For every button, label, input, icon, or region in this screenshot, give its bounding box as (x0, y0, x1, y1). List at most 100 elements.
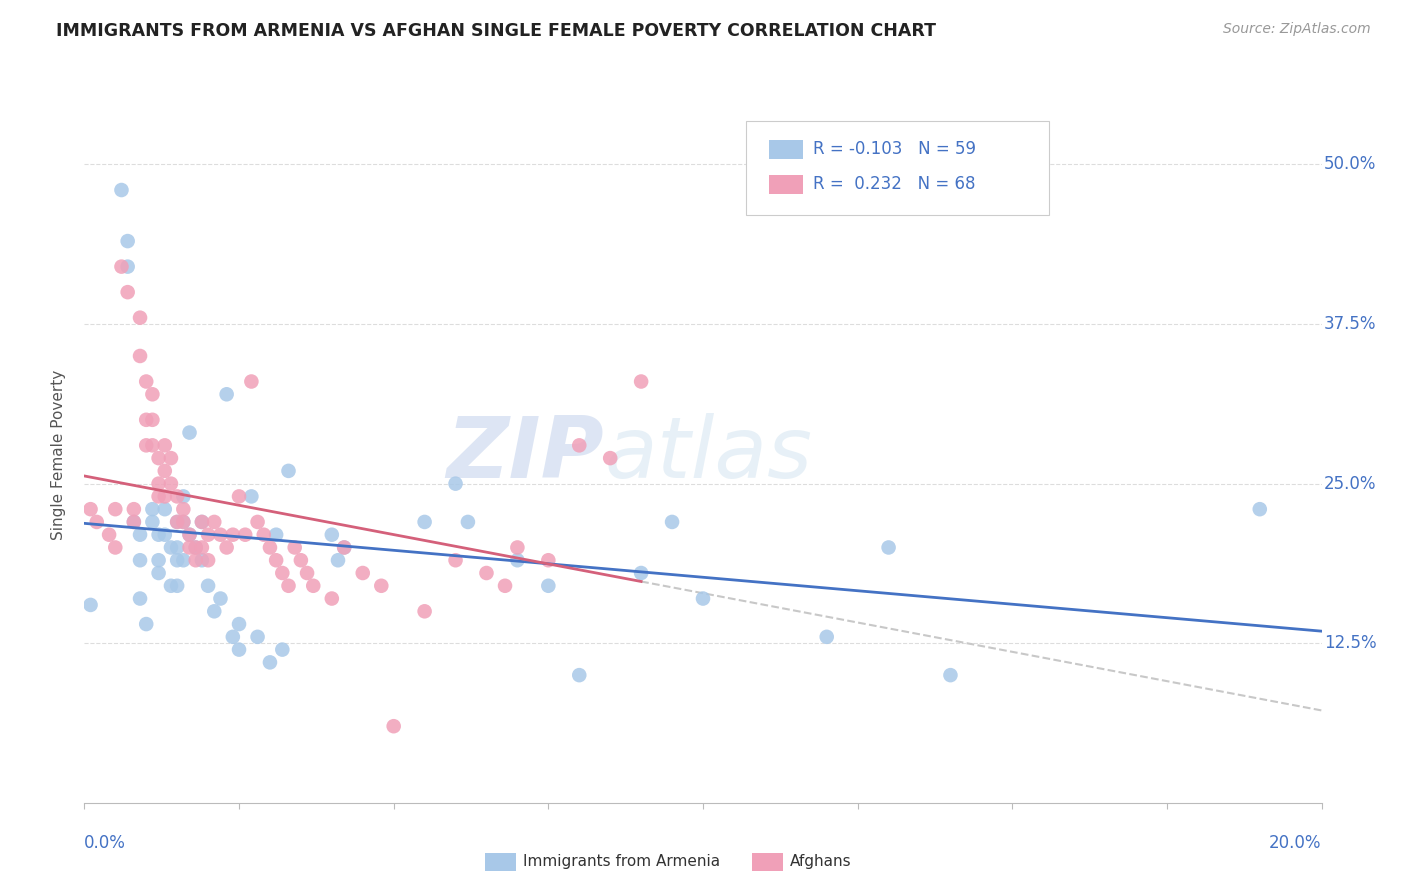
Text: IMMIGRANTS FROM ARMENIA VS AFGHAN SINGLE FEMALE POVERTY CORRELATION CHART: IMMIGRANTS FROM ARMENIA VS AFGHAN SINGLE… (56, 22, 936, 40)
Point (153, 527, 176, 541)
Text: R =  0.232   N = 68: R = 0.232 N = 68 (813, 175, 976, 194)
Point (222, 527, 245, 541)
Point (141, 515, 163, 529)
Point (160, 476, 183, 491)
Text: Immigrants from Armenia: Immigrants from Armenia (523, 855, 720, 869)
Point (382, 719, 405, 733)
Point (215, 541, 238, 555)
Text: ZIP: ZIP (446, 413, 605, 497)
Point (117, 260, 139, 274)
FancyBboxPatch shape (769, 140, 803, 159)
FancyBboxPatch shape (769, 175, 803, 194)
Point (172, 502, 194, 516)
Point (253, 527, 276, 541)
Point (172, 553, 194, 567)
Point (153, 490, 176, 504)
Point (284, 541, 307, 555)
Point (228, 617, 250, 632)
Point (692, 591, 714, 606)
Point (630, 375, 652, 389)
Point (117, 234, 139, 248)
Point (110, 260, 132, 274)
Point (129, 553, 152, 567)
Point (141, 438, 163, 452)
Point (295, 566, 318, 580)
Point (202, 604, 225, 618)
Point (153, 502, 176, 516)
Point (333, 541, 356, 555)
FancyBboxPatch shape (747, 121, 1049, 215)
Point (197, 527, 219, 541)
Point (506, 541, 529, 555)
Point (506, 553, 529, 567)
Point (228, 490, 250, 504)
Point (661, 515, 683, 529)
Point (122, 515, 145, 529)
Point (259, 656, 281, 670)
Point (352, 566, 374, 580)
Point (277, 579, 299, 593)
Point (179, 527, 201, 541)
Point (179, 425, 201, 440)
Text: 0.0%: 0.0% (84, 834, 127, 852)
Point (326, 553, 349, 567)
Point (321, 527, 343, 541)
Point (271, 566, 294, 580)
Point (537, 579, 560, 593)
Point (179, 527, 201, 541)
Point (246, 630, 269, 644)
Point (166, 579, 188, 593)
Point (153, 438, 176, 452)
Point (166, 541, 188, 555)
Point (444, 476, 467, 491)
Point (153, 464, 176, 478)
Point (166, 515, 188, 529)
Text: 20.0%: 20.0% (1270, 834, 1322, 852)
Point (135, 617, 157, 632)
Point (233, 527, 256, 541)
Point (148, 476, 170, 491)
Point (202, 515, 225, 529)
Point (135, 375, 157, 389)
Text: Afghans: Afghans (790, 855, 852, 869)
Point (160, 451, 183, 466)
Point (191, 553, 214, 567)
Text: 25.0%: 25.0% (1324, 475, 1376, 492)
Point (166, 490, 188, 504)
Point (290, 553, 312, 567)
Point (191, 541, 214, 555)
Point (148, 490, 170, 504)
Point (79, 598, 101, 612)
Point (277, 464, 299, 478)
Point (264, 553, 287, 567)
Point (160, 541, 183, 555)
Point (141, 387, 163, 401)
Point (148, 566, 170, 580)
Point (568, 438, 591, 452)
Point (240, 490, 263, 504)
Point (209, 527, 232, 541)
Point (215, 387, 238, 401)
Point (228, 642, 250, 657)
Point (413, 604, 436, 618)
Point (209, 591, 232, 606)
Point (197, 579, 219, 593)
Point (630, 566, 652, 580)
Point (475, 566, 498, 580)
Point (172, 515, 194, 529)
Point (444, 553, 467, 567)
Point (104, 502, 127, 516)
Point (166, 553, 188, 567)
Point (179, 541, 201, 555)
Point (184, 541, 207, 555)
Text: 50.0%: 50.0% (1324, 155, 1376, 173)
Point (122, 502, 145, 516)
Text: Source: ZipAtlas.com: Source: ZipAtlas.com (1223, 22, 1371, 37)
Text: R = -0.103   N = 59: R = -0.103 N = 59 (813, 140, 976, 159)
Point (494, 579, 516, 593)
Point (172, 490, 194, 504)
Y-axis label: Single Female Poverty: Single Female Poverty (51, 370, 66, 540)
Point (79, 502, 101, 516)
Point (222, 630, 245, 644)
Point (1249, 502, 1271, 516)
